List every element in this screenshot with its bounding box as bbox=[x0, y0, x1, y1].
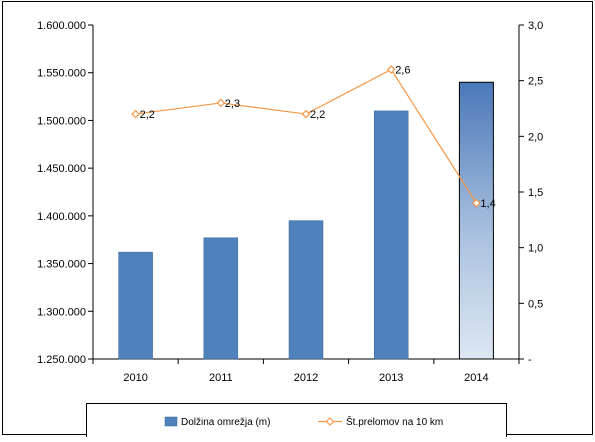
y-left-tick-label: 1.400.000 bbox=[37, 211, 86, 223]
y-left-tick-label: 1.250.000 bbox=[37, 354, 86, 366]
y-right-tick-label: 1,5 bbox=[528, 187, 543, 199]
data-label: 2,3 bbox=[225, 98, 240, 110]
y-right-tick-label: - bbox=[528, 354, 532, 366]
line-point bbox=[386, 65, 396, 74]
legend-swatch-marker bbox=[325, 417, 335, 426]
y-left-tick-label: 1.300.000 bbox=[37, 306, 86, 318]
bar bbox=[458, 81, 494, 360]
legend-swatch-bar bbox=[164, 416, 178, 427]
line-point bbox=[301, 109, 311, 119]
y-left-tick-label: 1.450.000 bbox=[37, 163, 86, 175]
bar bbox=[118, 251, 153, 360]
legend: Dolžina omrežja (m) Št.prelomov na 10 km bbox=[86, 403, 507, 442]
chart-outer-frame bbox=[2, 1, 593, 435]
y-right-tick-label: 1,0 bbox=[528, 243, 543, 255]
legend-box bbox=[86, 403, 507, 442]
x-tick-label: 2011 bbox=[209, 372, 233, 384]
data-label: 1,4 bbox=[480, 198, 495, 210]
data-label: 2,2 bbox=[140, 109, 155, 121]
y-right-tick-label: 2,5 bbox=[528, 76, 543, 88]
y-left-tick-label: 1.550.000 bbox=[37, 68, 86, 80]
x-tick-label: 2010 bbox=[123, 372, 147, 384]
legend-label-bar: Dolžina omrežja (m) bbox=[181, 417, 270, 428]
x-tick-label: 2013 bbox=[379, 372, 403, 384]
x-tick-label: 2014 bbox=[464, 372, 488, 384]
y-right-tick-label: 3,0 bbox=[528, 20, 543, 32]
line-point bbox=[472, 198, 481, 208]
data-label: 2,2 bbox=[310, 109, 325, 121]
plot-area: 1.250.000 1.300.000 1.350.000 1.400.000 1.45… bbox=[37, 20, 543, 384]
line-point bbox=[216, 98, 226, 108]
y-left-tick-label: 1.600.000 bbox=[37, 20, 86, 32]
bar bbox=[288, 220, 324, 360]
x-tick-label: 2012 bbox=[294, 372, 318, 384]
y-right-tick-label: 0,5 bbox=[528, 298, 543, 310]
legend-label-line: Št.prelomov na 10 km bbox=[346, 415, 443, 428]
line-point bbox=[131, 109, 140, 119]
bar bbox=[203, 237, 239, 360]
bar bbox=[373, 110, 409, 360]
y-left-tick-label: 1.350.000 bbox=[37, 259, 86, 271]
y-right-tick-label: 2,0 bbox=[528, 131, 543, 143]
data-label: 2,6 bbox=[395, 65, 410, 77]
y-left-tick-label: 1.500.000 bbox=[37, 115, 86, 127]
